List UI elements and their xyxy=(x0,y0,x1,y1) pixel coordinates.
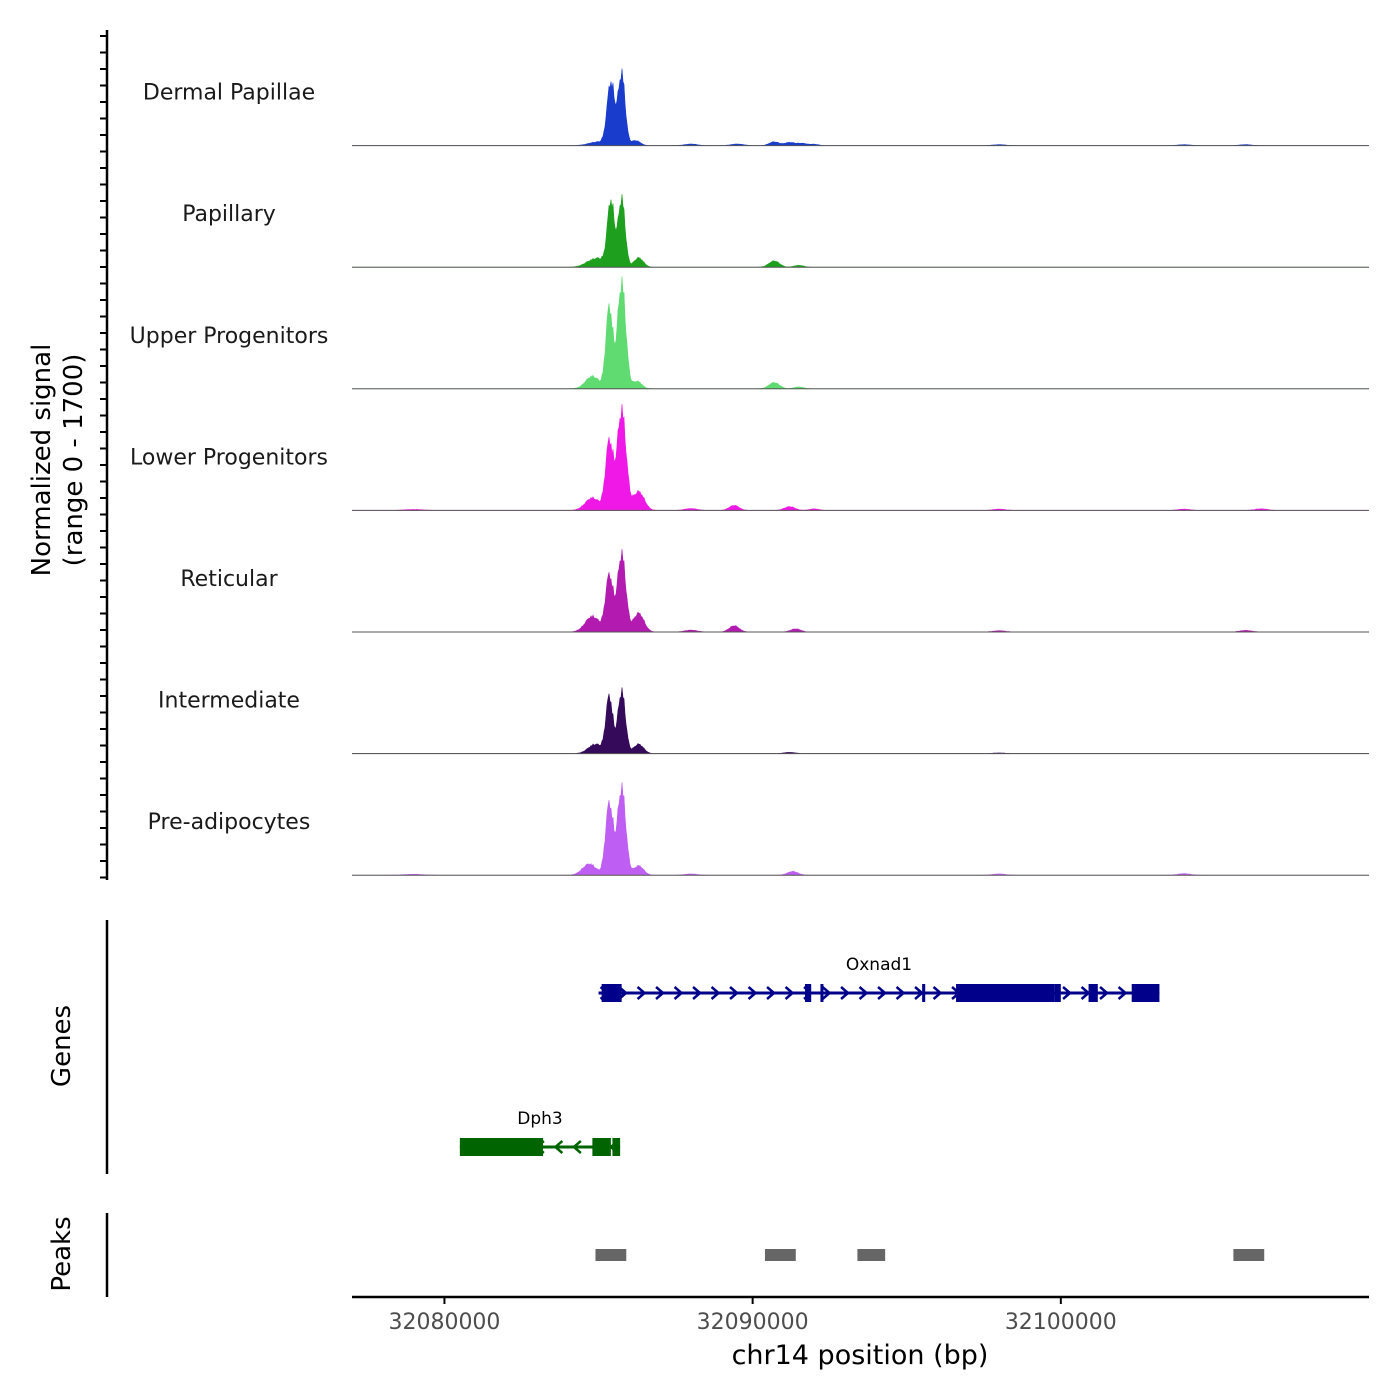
coverage-tracks: Dermal Papillae Papillary Upper Progenitor… xyxy=(130,68,1369,876)
strand-chevron xyxy=(1062,986,1072,1000)
track-label: Dermal Papillae xyxy=(143,81,315,106)
genes-track: Oxnad1 Dph3 xyxy=(459,955,1160,1156)
strand-chevron xyxy=(1080,986,1091,1000)
strand-chevron xyxy=(636,986,647,1000)
gene-name-label: Oxnad1 xyxy=(846,955,912,975)
peaks-track xyxy=(595,1249,1265,1261)
gene-name-label: Dph3 xyxy=(517,1109,562,1129)
coverage-area xyxy=(352,194,1369,268)
gene-exon xyxy=(1131,984,1160,1002)
peak-region xyxy=(764,1249,796,1261)
signal-y-axis-ticks xyxy=(100,35,107,879)
strand-chevron xyxy=(571,1140,582,1154)
strand-chevron xyxy=(1117,986,1128,1000)
track-label: Upper Progenitors xyxy=(130,324,329,349)
y-axis-title: Normalized signal xyxy=(27,344,57,577)
gene-exon xyxy=(805,984,812,1002)
x-tick-label: 32100000 xyxy=(1005,1310,1117,1335)
strand-chevron xyxy=(692,986,702,1000)
strand-chevron xyxy=(655,986,665,1000)
x-tick-label: 32090000 xyxy=(697,1310,809,1335)
coverage-area xyxy=(352,404,1369,511)
x-tick-label: 32080000 xyxy=(388,1310,500,1335)
coverage-area xyxy=(352,549,1369,633)
strand-chevron xyxy=(747,986,758,1000)
track-dermal-papillae: Dermal Papillae xyxy=(143,68,1369,147)
gene-exon xyxy=(922,984,926,1002)
track-reticular: Reticular xyxy=(180,549,1369,633)
track-upper-progenitors: Upper Progenitors xyxy=(130,276,1369,390)
coverage-area xyxy=(352,276,1369,390)
coverage-area xyxy=(352,68,1369,146)
x-axis-title: chr14 position (bp) xyxy=(732,1340,989,1371)
strand-chevron xyxy=(914,986,924,1000)
track-label: Reticular xyxy=(180,567,278,592)
track-pre-adipocytes: Pre-adipocytes xyxy=(148,782,1369,876)
strand-chevron xyxy=(1099,986,1109,1000)
strand-chevron xyxy=(932,986,943,1000)
peak-region xyxy=(1233,1249,1265,1261)
strand-chevron xyxy=(895,986,906,1000)
track-label: Pre-adipocytes xyxy=(148,810,311,835)
coverage-area xyxy=(352,782,1369,876)
track-label: Papillary xyxy=(182,202,276,227)
gene-exon xyxy=(459,1138,544,1156)
coverage-area xyxy=(352,687,1369,754)
track-label: Intermediate xyxy=(158,689,300,714)
x-axis-ticks: 32080000 32090000 32100000 xyxy=(388,1297,1117,1335)
peak-region xyxy=(857,1249,886,1261)
genes-panel-label: Genes xyxy=(47,1005,77,1087)
track-intermediate: Intermediate xyxy=(158,687,1369,755)
strand-chevron xyxy=(729,986,739,1000)
gene-exon xyxy=(1088,984,1098,1002)
peaks-panel-label: Peaks xyxy=(47,1216,77,1291)
strand-chevron xyxy=(710,986,721,1000)
track-lower-progenitors: Lower Progenitors xyxy=(130,404,1369,511)
strand-chevron xyxy=(877,986,887,1000)
y-axis-range: (range 0 - 1700) xyxy=(59,354,89,567)
strand-chevron xyxy=(821,986,832,1000)
gene-exon xyxy=(820,984,824,1002)
strand-chevron xyxy=(553,1140,564,1154)
track-label: Lower Progenitors xyxy=(130,445,328,470)
strand-chevron xyxy=(784,986,795,1000)
gene-exon xyxy=(1054,984,1061,1002)
strand-chevron xyxy=(766,986,776,1000)
track-papillary: Papillary xyxy=(182,194,1369,268)
strand-chevron xyxy=(840,986,850,1000)
strand-chevron xyxy=(858,986,869,1000)
strand-chevron xyxy=(673,986,684,1000)
gene-exon xyxy=(612,1138,621,1156)
gene-exon xyxy=(956,984,1055,1002)
gene-dph3: Dph3 xyxy=(459,1109,621,1156)
gene-exon xyxy=(601,984,622,1002)
peak-region xyxy=(595,1249,627,1261)
gene-oxnad1: Oxnad1 xyxy=(598,955,1160,1002)
gene-exon xyxy=(592,1138,611,1156)
